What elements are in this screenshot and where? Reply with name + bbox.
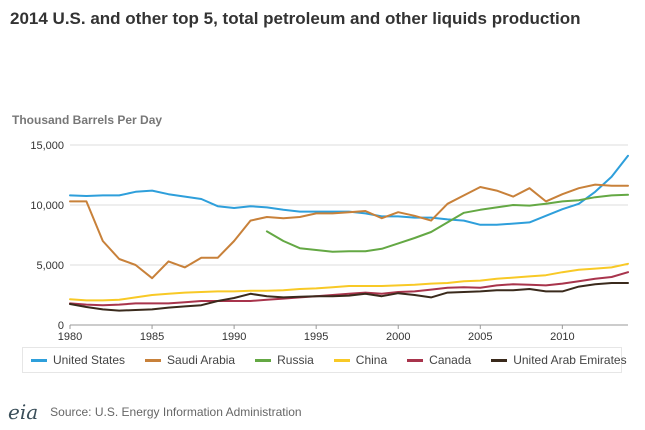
- legend-label: Canada: [429, 353, 472, 367]
- series-line-russia: [265, 193, 629, 253]
- x-tick-labels: 1980 1985 1990 1995 2000 2005 2010: [58, 325, 575, 343]
- series-line-saudi-arabia: [69, 183, 629, 280]
- series-line-united-states: [69, 154, 629, 226]
- legend-swatch: [333, 358, 350, 362]
- legend-item-canada: Canada: [407, 353, 471, 367]
- x-tick-label: 2010: [550, 331, 574, 343]
- legend-item-china: China: [333, 353, 388, 367]
- y-tick-label: 5,000: [36, 260, 64, 272]
- legend-label: Saudi Arabia: [167, 353, 236, 367]
- series-line-china: [69, 262, 629, 302]
- x-tick-label: 2005: [468, 331, 492, 343]
- legend-item-russia: Russia: [255, 353, 314, 367]
- legend-label: Russia: [277, 353, 314, 367]
- source-text: Source: U.S. Energy Information Administ…: [50, 405, 302, 419]
- gridlines: [70, 144, 628, 326]
- y-tick-label: 10,000: [30, 200, 64, 212]
- legend-swatch: [31, 358, 47, 362]
- footer: eia Source: U.S. Energy Information Admi…: [8, 400, 302, 424]
- x-tick-label: 1990: [222, 331, 246, 343]
- x-tick-label: 1985: [140, 331, 164, 343]
- legend-swatch: [407, 358, 424, 362]
- x-tick-label: 1980: [58, 331, 82, 343]
- legend-swatch: [491, 358, 508, 362]
- legend-item-saudi-arabia: Saudi Arabia: [145, 353, 235, 367]
- legend-label: United States: [53, 353, 126, 367]
- legend-item-united-states: United States: [31, 353, 125, 367]
- eia-logo: eia: [8, 400, 39, 424]
- series-lines: [69, 154, 629, 312]
- y-tick-label: 15,000: [30, 140, 64, 152]
- legend-label: United Arab Emirates: [513, 353, 627, 367]
- series-line-canada: [69, 271, 629, 307]
- y-axis-label: Thousand Barrels Per Day: [12, 113, 163, 127]
- y-tick-labels: 0 5,000 10,000 15,000: [30, 140, 64, 332]
- legend-swatch: [145, 358, 162, 362]
- series-line-united-arab-emirates: [69, 282, 629, 312]
- legend: United States Saudi Arabia Russia China Cana…: [22, 347, 627, 373]
- x-tick-label: 2000: [386, 331, 410, 343]
- x-tick-label: 1995: [304, 331, 328, 343]
- chart-title: 2014 U.S. and other top 5, total petrole…: [10, 9, 581, 28]
- y-tick-label: 0: [58, 320, 64, 332]
- legend-item-united-arab-emirates: United Arab Emirates: [491, 353, 627, 367]
- line-chart: 0 5,000 10,000 15,000 1980 1985 1990 1995 2000 2…: [30, 140, 629, 343]
- legend-swatch: [255, 358, 272, 362]
- legend-label: China: [355, 353, 388, 367]
